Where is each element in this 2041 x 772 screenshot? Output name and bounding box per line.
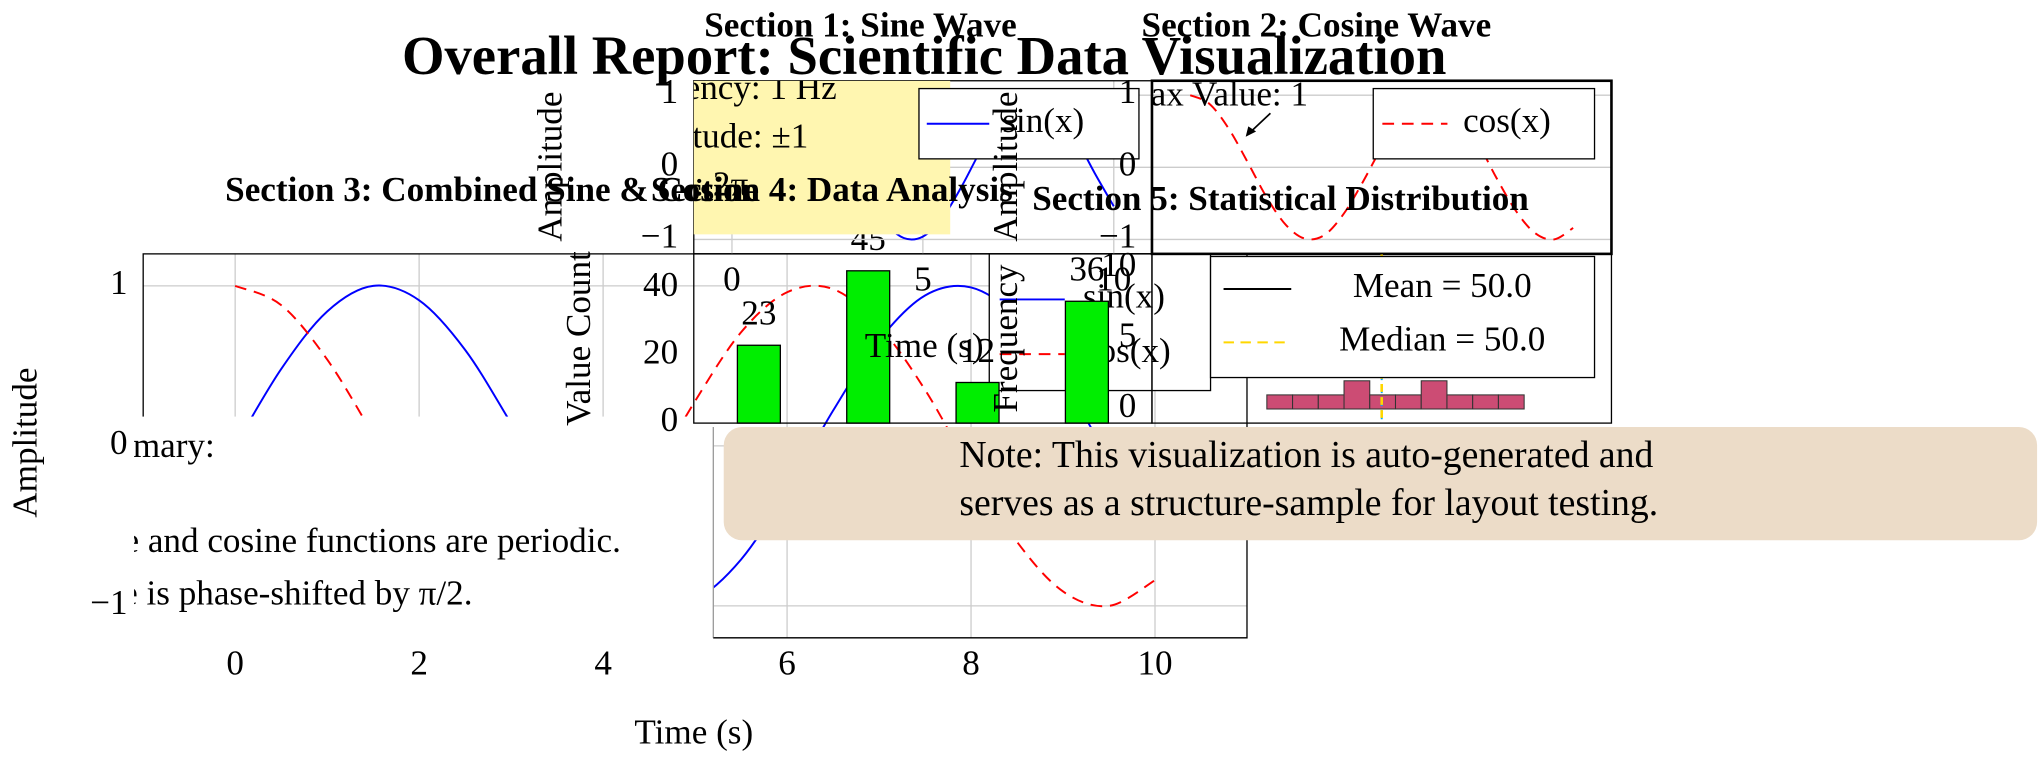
x-axis-label: Time (s) (634, 713, 753, 752)
x-tick-label: 5 (914, 260, 932, 299)
histogram-bar (1472, 394, 1499, 410)
summary-text: Sine and cosine functions are periodic. (77, 521, 621, 560)
histogram-bar (1420, 380, 1448, 410)
note: Note: This visualization is auto-generat… (723, 427, 2038, 541)
value-label: 12 (960, 331, 995, 370)
y-tick-label: 0 (1119, 144, 1137, 183)
report-title: Overall Report: Scientific Data Visualiz… (402, 25, 1446, 86)
section-title: Section 3: Combined Sine & Cosine (225, 170, 759, 209)
value-label: 36 (1069, 250, 1104, 289)
note-text: Note: This visualization is auto-generat… (959, 434, 1653, 476)
y-tick-label: 0 (661, 144, 679, 183)
summary-text: Summary: (68, 426, 214, 465)
value-label: 23 (741, 294, 776, 333)
annotation-text: Period: 2π (603, 165, 749, 204)
summary-text: Cosine is phase-shifted by π/2. (40, 573, 472, 612)
legend-label: cos(x) (1463, 101, 1551, 140)
legend-label: sin(x) (1002, 101, 1084, 140)
plot-frame (1151, 253, 1613, 424)
legend-label: Mean = 50.0 (1353, 266, 1532, 305)
note-box (723, 427, 2038, 541)
x-tick-label: 8 (962, 644, 980, 683)
y-axis-label: Amplitude (986, 92, 1025, 242)
y-tick-label: 0 (110, 423, 128, 462)
histogram-bar (1266, 394, 1294, 410)
annotation-text: Max Value: 1 (1119, 75, 1308, 114)
y-tick-label: 0 (1119, 386, 1137, 425)
y-tick-label: 5 (1119, 316, 1137, 355)
bar (736, 344, 781, 424)
x-tick-label: 6 (778, 644, 796, 683)
y-tick-label: 1 (110, 263, 128, 302)
y-tick-label: −1 (1099, 217, 1136, 256)
note-text: serves as a structure-sample for layout … (959, 482, 1658, 524)
x-tick-label: 2 (410, 644, 428, 683)
histogram-bar (1317, 394, 1345, 410)
y-axis-label: Amplitude (6, 367, 45, 517)
section-title: Section 1: Sine Wave (704, 6, 1017, 45)
y-tick-label: 20 (643, 332, 678, 371)
summary-box (130, 416, 714, 641)
histogram-bar (1292, 394, 1319, 410)
legend: cos(x) (1372, 87, 1596, 160)
arrow-head (1245, 126, 1257, 137)
titles: Section 1: Sine Wave Section 2: Cosine Wa… (225, 6, 2038, 541)
summary: Summary: Sine and cosine functions are pe… (40, 426, 621, 612)
legend: sin(x) (918, 87, 1140, 160)
section: 0 5 10 Frequency Mean = 50.0 Median = 50.0 (986, 245, 1613, 425)
x-tick-label: 10 (1137, 644, 1172, 683)
section-title: Section 4: Data Analysis (651, 170, 1013, 209)
y-tick-label: 1 (1119, 72, 1137, 111)
x-axis-label: Time (s) (865, 326, 984, 365)
x-tick-label: 0 (723, 260, 741, 299)
x-tick-label: 4 (594, 644, 612, 683)
histogram-bar (1497, 394, 1525, 410)
x-tick-label: 0 (226, 644, 244, 683)
y-tick-label: 0 (661, 400, 679, 439)
annotation-box (693, 80, 951, 235)
y-tick-label: −1 (641, 217, 678, 256)
section: −1 0 1 Amplitude Max Value: 1 cos(x) (986, 72, 1613, 256)
annotation-text: Amplitude: ±1 (603, 116, 809, 155)
legend: Mean = 50.0 Median = 50.0 (1209, 255, 1596, 379)
y-tick-label: 40 (643, 265, 678, 304)
histogram-bar (1394, 394, 1422, 410)
bar (955, 381, 1000, 424)
legend-box (1209, 255, 1596, 379)
section-title: Section 2: Cosine Wave (1142, 6, 1492, 45)
y-axis-label: Amplitude (530, 92, 569, 242)
histogram-bar (1343, 380, 1371, 410)
legend-label: Median = 50.0 (1339, 319, 1545, 358)
x-tick-label: 10 (1096, 260, 1131, 299)
y-tick-label: −1 (90, 583, 127, 622)
section-title: Section 5: Statistical Distribution (1032, 179, 1529, 218)
histogram-bar (1446, 394, 1474, 410)
bar (1064, 300, 1110, 424)
y-axis-label: Frequency (986, 264, 1025, 413)
y-tick-label: 1 (661, 72, 679, 111)
annotation: Frequency: 1 Hz Amplitude: ±1 Period: 2π (603, 68, 951, 235)
y-axis-label: Value Count (559, 251, 598, 426)
annotation-text: Frequency: 1 Hz (603, 68, 837, 107)
annotation: Max Value: 1 (1119, 75, 1308, 114)
y-tick-label: 10 (1101, 245, 1136, 284)
